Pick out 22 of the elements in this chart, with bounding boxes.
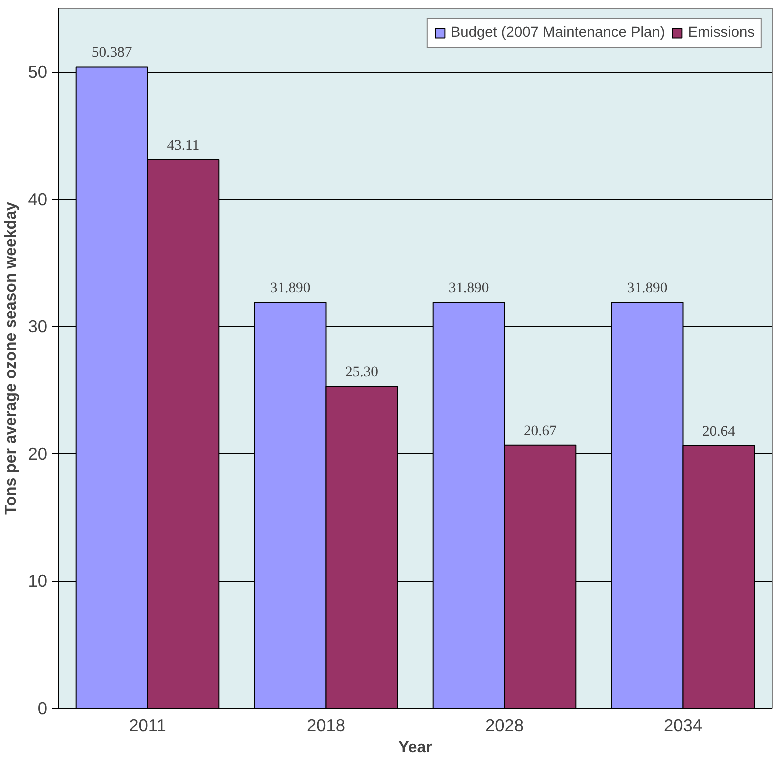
data-label: 31.890 <box>627 280 668 297</box>
y-tick-label: 40 <box>28 189 48 210</box>
legend-label: Emissions <box>688 25 755 41</box>
data-label: 25.30 <box>345 364 378 380</box>
legend-label: Budget (2007 Maintenance Plan) <box>450 25 666 41</box>
y-tick-label: 20 <box>28 444 48 464</box>
x-tick-label: 2034 <box>664 716 703 736</box>
x-tick-label: 2011 <box>129 716 166 736</box>
y-tick-label: 10 <box>28 571 48 592</box>
y-tick-label: 30 <box>28 316 48 337</box>
x-tick-label: 2018 <box>306 716 346 736</box>
data-label: 43.11 <box>167 138 200 154</box>
data-label: 31.890 <box>448 280 490 297</box>
data-label: 50.387 <box>92 45 132 62</box>
data-label: 31.890 <box>270 280 311 297</box>
y-tick-label: 0 <box>38 698 48 718</box>
data-label: 20.64 <box>702 424 736 440</box>
y-tick-label: 50 <box>28 62 48 82</box>
data-label: 20.67 <box>524 423 557 440</box>
x-tick-label: 2028 <box>485 716 524 736</box>
y-axis-title: Tons per average ozone season weekday <box>3 202 20 515</box>
x-axis-title: Year <box>398 740 432 756</box>
